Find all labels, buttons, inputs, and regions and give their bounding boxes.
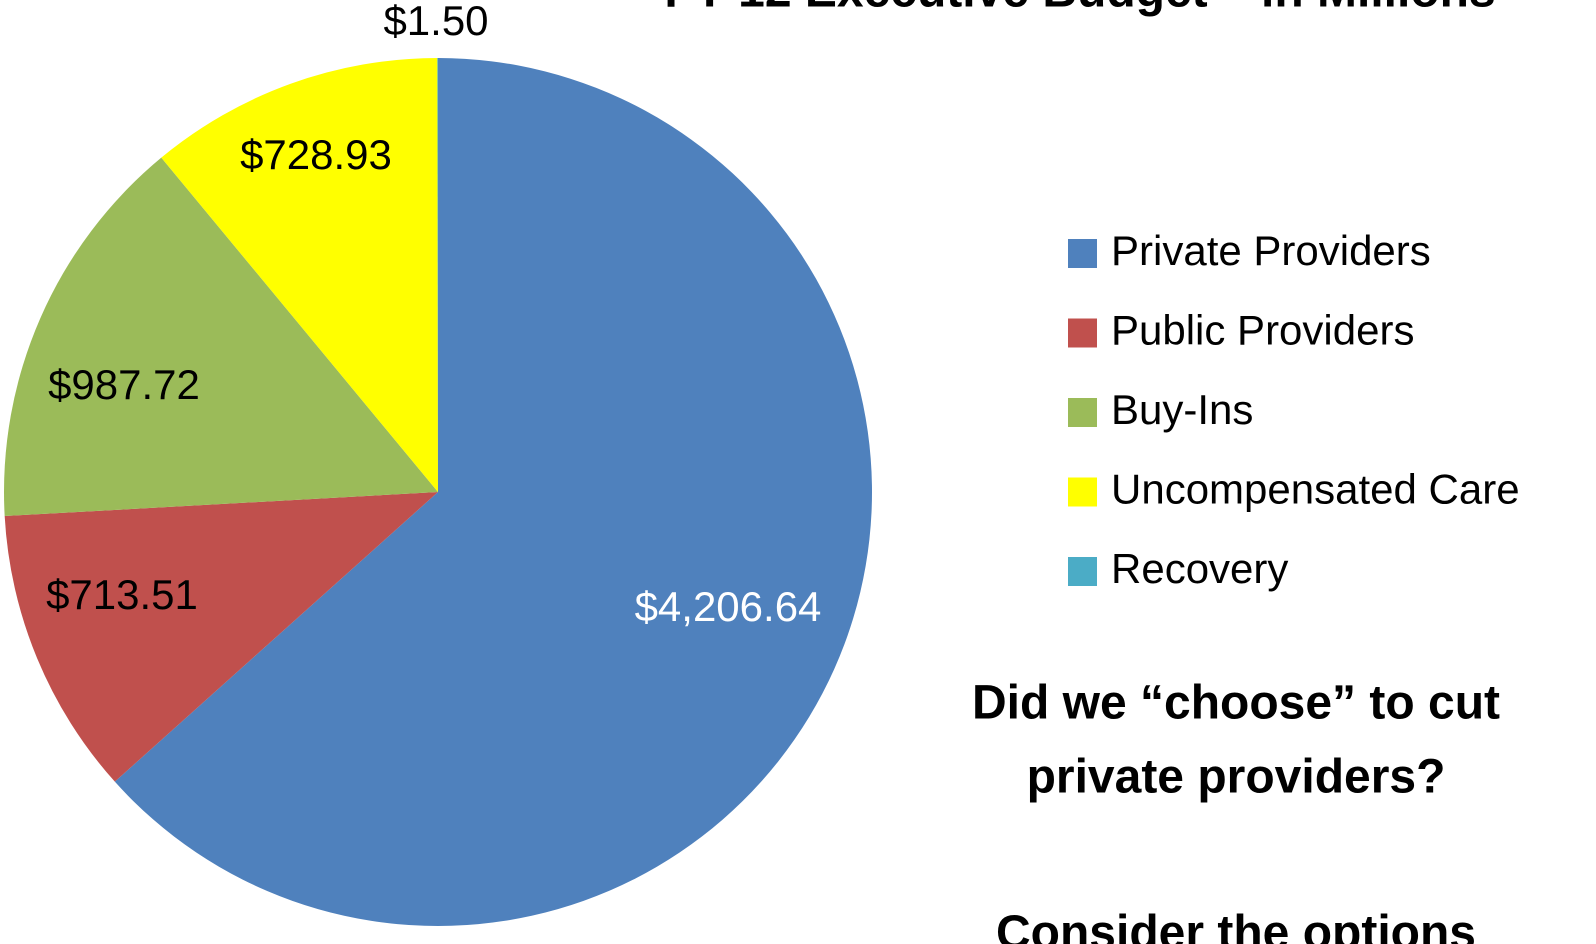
legend-label: Uncompensated Care: [1111, 466, 1520, 513]
legend-label: Buy-Ins: [1111, 386, 1253, 433]
annotation: Consider the options: [996, 907, 1476, 944]
legend-swatch: [1068, 398, 1097, 427]
data-label: $728.93: [240, 131, 392, 178]
annotation: Did we “choose” to cut: [972, 677, 1500, 730]
pie-slice: [114, 58, 873, 926]
data-label: $4,206.64: [635, 583, 822, 630]
pie-slice: [437, 58, 438, 492]
pie-slice: [3, 157, 438, 517]
legend-swatch: [1068, 318, 1097, 348]
pie-slice: [161, 58, 438, 493]
legend-label: Public Providers: [1111, 307, 1414, 354]
annotation: private providers?: [1027, 751, 1446, 804]
legend-label: Recovery: [1111, 545, 1288, 592]
legend-swatch: [1068, 477, 1097, 507]
data-label: $713.51: [46, 571, 198, 618]
legend-label: Private Providers: [1111, 227, 1431, 274]
pie-slice: [4, 492, 438, 782]
data-label: $987.72: [48, 361, 200, 408]
chart-title: FY 12 Executive Budget – in Millions: [664, 0, 1495, 18]
data-label: $1.50: [383, 0, 488, 44]
legend-swatch: [1068, 239, 1097, 268]
legend-swatch: [1068, 557, 1097, 586]
